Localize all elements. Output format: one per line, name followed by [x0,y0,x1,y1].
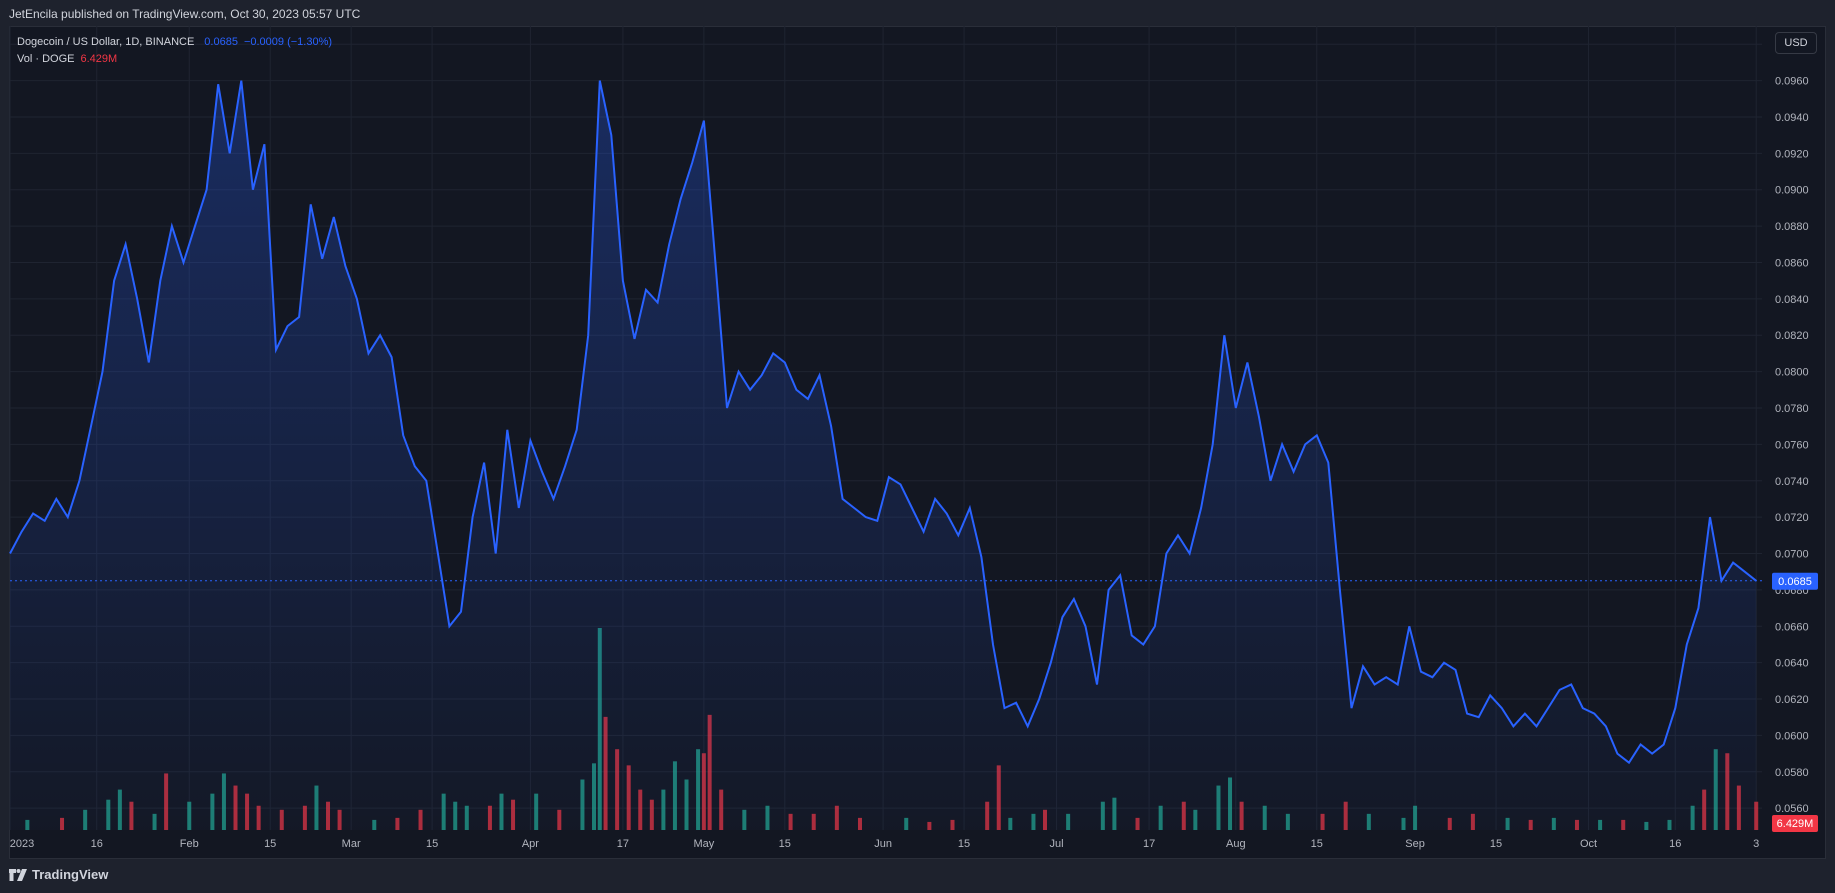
x-tick-label: Aug [1226,838,1246,850]
chart-legend: Dogecoin / US Dollar, 1D, BINANCE 0.0685… [17,34,332,68]
volume-row[interactable]: Vol · DOGE 6.429M [17,51,332,68]
x-tick-label: 15 [426,838,438,850]
x-tick-label: Jun [874,838,892,850]
x-tick-label: 15 [1311,838,1323,850]
currency-button[interactable]: USD [1775,32,1817,54]
x-tick-label: 15 [264,838,276,850]
price-area-fill [10,80,1757,831]
symbol-row[interactable]: Dogecoin / US Dollar, 1D, BINANCE 0.0685… [17,34,332,51]
y-tick-label: 0.0760 [1775,439,1809,451]
y-tick-label: 0.0560 [1775,803,1809,815]
footer-bar [0,860,1835,893]
y-tick-label: 0.0820 [1775,330,1809,342]
y-tick-label: 0.0700 [1775,549,1809,561]
x-tick-label: Jul [1050,838,1064,850]
y-tick-label: 0.0940 [1775,112,1809,124]
volume-label[interactable]: Vol · DOGE [17,53,75,65]
y-tick-label: 0.0800 [1775,367,1809,379]
tradingview-logo-icon [9,868,27,881]
x-tick-label: Mar [342,838,361,850]
tradingview-logo[interactable]: TradingView [9,867,108,882]
x-tick-label: 2023 [10,838,34,850]
y-tick-label: 0.0600 [1775,730,1809,742]
y-tick-label: 0.0660 [1775,621,1809,633]
y-tick-label: 0.0620 [1775,694,1809,706]
x-tick-label: May [693,838,714,850]
x-tick-label: 15 [779,838,791,850]
x-axis[interactable]: 2023 16 Feb 15 Mar 15 Apr 17 May 15 Jun 15 Jul 17 Aug 1… [10,838,1760,850]
x-tick-label: Feb [180,838,199,850]
price-line [9,80,1757,765]
x-tick-label: 17 [1143,838,1155,850]
publish-header: JetEncila published on TradingView.com, … [0,0,1835,26]
y-tick-label: 0.0840 [1775,294,1809,306]
x-tick-label: 17 [617,838,629,850]
tradingview-brand: TradingView [32,867,109,882]
y-tick-label: 0.0960 [1775,76,1809,88]
x-tick-label: 15 [1490,838,1502,850]
last-price-label: 0.0685 [1778,576,1812,588]
x-tick-label: 16 [91,838,103,850]
last-price-badge-bg [1772,572,1818,590]
symbol-last-price: 0.0685 [204,36,238,48]
y-tick-label: 0.0920 [1775,148,1809,160]
volume-value: 6.429M [80,53,118,65]
volume-bar [1754,801,1759,830]
y-tick-label: 0.0860 [1775,257,1809,269]
x-tick-label: 16 [1669,838,1681,850]
volume-badge-bg [1772,815,1818,832]
symbol-change: −0.0009 (−1.30%) [243,36,333,48]
y-tick-label: 0.0720 [1775,512,1809,524]
y-tick-label: 0.0640 [1775,658,1809,670]
x-tick-label: Sep [1405,838,1425,850]
volume-badge-label: 6.429M [1777,818,1814,830]
x-tick-label: 3 [1753,838,1759,850]
symbol-name[interactable]: Dogecoin / US Dollar, 1D, BINANCE [17,36,195,48]
y-tick-label: 0.0900 [1775,185,1809,197]
y-tick-label: 0.0880 [1775,221,1809,233]
x-tick-label: 15 [958,838,970,850]
publish-text: JetEncila published on TradingView.com, … [9,7,361,21]
x-tick-label: Apr [522,838,539,850]
x-tick-label: Oct [1580,838,1597,850]
last-price-badge: 0.0685 [1772,572,1818,590]
volume-badge: 6.429M [1772,815,1818,832]
y-tick-label: 0.0580 [1775,767,1809,779]
y-axis[interactable]: 0.0560 0.0580 0.0600 0.0620 0.0640 0.0660 0.06… [1775,39,1809,815]
y-tick-label: 0.0780 [1775,403,1809,415]
y-tick-label: 0.0740 [1775,476,1809,488]
